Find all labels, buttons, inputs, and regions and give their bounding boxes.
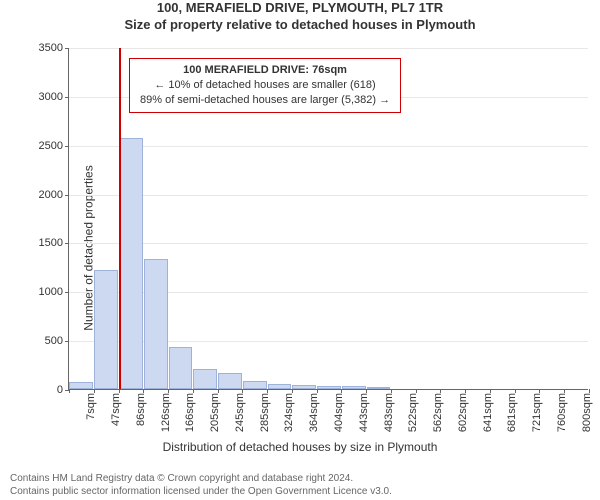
x-tick-label: 800sqm (581, 393, 593, 432)
x-tick-mark (589, 389, 590, 393)
x-tick-label: 602sqm (457, 393, 469, 432)
x-tick-mark (465, 389, 466, 393)
x-tick-label: 721sqm (531, 393, 543, 432)
histogram-bar (69, 382, 93, 389)
histogram-bar (342, 386, 366, 389)
info-box: 100 MERAFIELD DRIVE: 76sqm← 10% of detac… (129, 58, 401, 113)
y-tick-label: 3000 (39, 91, 69, 103)
x-tick-label: 86sqm (135, 393, 147, 426)
histogram-bar (292, 385, 316, 389)
x-tick-mark (391, 389, 392, 393)
marker-line (119, 48, 121, 389)
page-root: 100, MERAFIELD DRIVE, PLYMOUTH, PL7 1TR … (0, 0, 600, 500)
footer: Contains HM Land Registry data © Crown c… (10, 472, 590, 498)
x-tick-mark (539, 389, 540, 393)
histogram-bar (367, 387, 391, 389)
x-tick-label: 641sqm (482, 393, 494, 432)
x-tick-mark (218, 389, 219, 393)
x-tick-label: 205sqm (209, 393, 221, 432)
x-tick-mark (193, 389, 194, 393)
histogram-bar (243, 381, 267, 389)
plot-area: 05001000150020002500300035007sqm47sqm86s… (68, 48, 588, 390)
x-tick-mark (317, 389, 318, 393)
x-tick-mark (366, 389, 367, 393)
x-tick-label: 483sqm (383, 393, 395, 432)
x-tick-mark (69, 389, 70, 393)
histogram-bar (268, 384, 292, 389)
x-tick-mark (143, 389, 144, 393)
x-tick-mark (515, 389, 516, 393)
x-tick-label: 126sqm (160, 393, 172, 432)
chart-title-1: 100, MERAFIELD DRIVE, PLYMOUTH, PL7 1TR (0, 0, 600, 17)
x-tick-label: 404sqm (333, 393, 345, 432)
x-tick-mark (341, 389, 342, 393)
x-tick-label: 364sqm (308, 393, 320, 432)
x-tick-mark (94, 389, 95, 393)
histogram-bar (119, 138, 143, 389)
x-tick-mark (242, 389, 243, 393)
x-tick-mark (440, 389, 441, 393)
x-tick-mark (267, 389, 268, 393)
y-tick-label: 1000 (39, 286, 69, 298)
x-tick-label: 47sqm (110, 393, 122, 426)
chart-title-2: Size of property relative to detached ho… (0, 17, 600, 34)
gridline (69, 195, 588, 196)
x-tick-label: 681sqm (506, 393, 518, 432)
x-tick-mark (119, 389, 120, 393)
gridline (69, 48, 588, 49)
x-tick-mark (564, 389, 565, 393)
x-tick-label: 760sqm (556, 393, 568, 432)
x-tick-label: 324sqm (283, 393, 295, 432)
x-axis-label: Distribution of detached houses by size … (0, 440, 600, 454)
histogram-bar (94, 270, 118, 389)
y-tick-label: 0 (57, 384, 69, 396)
gridline (69, 146, 588, 147)
x-tick-label: 522sqm (407, 393, 419, 432)
x-tick-label: 285sqm (259, 393, 271, 432)
y-tick-label: 3500 (39, 42, 69, 54)
x-tick-label: 443sqm (358, 393, 370, 432)
y-tick-label: 500 (45, 335, 69, 347)
histogram-bar (218, 373, 242, 389)
histogram-bar (317, 386, 341, 389)
info-box-line-3: 89% of semi-detached houses are larger (… (140, 93, 390, 108)
y-tick-label: 2500 (39, 140, 69, 152)
x-tick-mark (490, 389, 491, 393)
histogram-bar (193, 369, 217, 389)
footer-line-2: Contains public sector information licen… (10, 485, 590, 498)
x-tick-mark (168, 389, 169, 393)
info-box-line-1: 100 MERAFIELD DRIVE: 76sqm (140, 63, 390, 78)
x-tick-mark (292, 389, 293, 393)
x-tick-label: 7sqm (85, 393, 97, 420)
gridline (69, 243, 588, 244)
footer-line-1: Contains HM Land Registry data © Crown c… (10, 472, 590, 485)
chart-area: Number of detached properties 0500100015… (0, 38, 600, 458)
info-box-line-2: ← 10% of detached houses are smaller (61… (140, 78, 390, 93)
x-tick-label: 166sqm (184, 393, 196, 432)
x-tick-label: 562sqm (432, 393, 444, 432)
x-tick-label: 245sqm (234, 393, 246, 432)
y-tick-label: 2000 (39, 189, 69, 201)
histogram-bar (144, 259, 168, 389)
x-tick-mark (416, 389, 417, 393)
y-tick-label: 1500 (39, 237, 69, 249)
histogram-bar (169, 347, 193, 389)
